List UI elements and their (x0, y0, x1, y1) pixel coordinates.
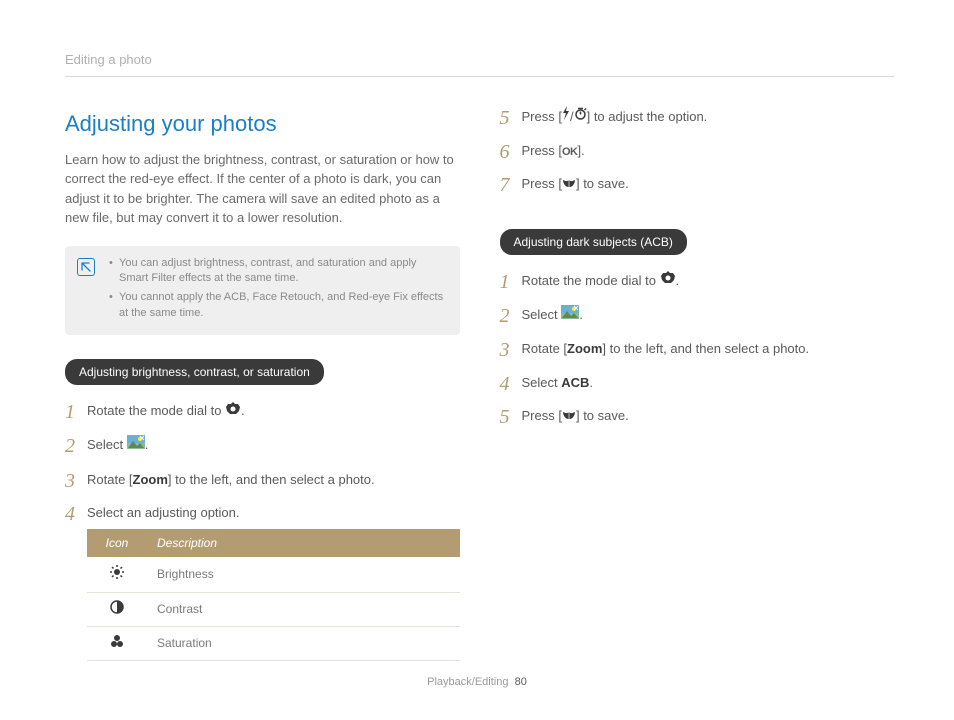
step-item: Select . (65, 435, 460, 455)
note-box: You can adjust brightness, contrast, and… (65, 246, 460, 336)
th-icon: Icon (87, 529, 147, 557)
step-text: Press [ (522, 143, 562, 158)
step-text: Rotate the mode dial to (87, 403, 225, 418)
page-number: 80 (515, 676, 527, 688)
step-text: ] to the left, and then select a photo. (168, 472, 375, 487)
divider (65, 76, 894, 77)
mode-dial-icon (225, 401, 241, 421)
note-item: You cannot apply the ACB, Face Retouch, … (109, 290, 448, 321)
table-row: Contrast (87, 592, 460, 626)
step-text: Select (87, 437, 127, 452)
step-text: Press [ (522, 176, 562, 191)
content-columns: Adjusting your photos Learn how to adjus… (65, 107, 894, 675)
breadcrumb: Editing a photo (65, 50, 894, 70)
contrast-icon (87, 592, 147, 626)
step-text: ] to save. (576, 408, 629, 423)
manual-page: Editing a photo Adjusting your photos Le… (0, 0, 954, 715)
step-text: ] to save. (576, 176, 629, 191)
step-text: Select (522, 307, 562, 322)
step-item: Rotate the mode dial to . (65, 401, 460, 421)
step-text: Select (522, 375, 562, 390)
step-item: Press [/] to adjust the option. (500, 107, 895, 127)
step-text: Rotate [ (87, 472, 133, 487)
step-item: Press [OK]. (500, 141, 895, 161)
step-text: Press [ (522, 109, 562, 124)
step-item: Rotate [Zoom] to the left, and then sele… (500, 339, 895, 359)
flash-icon (562, 106, 570, 126)
cell-desc: Brightness (147, 557, 460, 593)
section-pill: Adjusting dark subjects (ACB) (500, 229, 687, 255)
page-footer: Playback/Editing 80 (0, 674, 954, 691)
edit-photo-icon (561, 305, 579, 325)
step-text: Select an adjusting option. (87, 505, 240, 520)
cell-desc: Contrast (147, 592, 460, 626)
cell-desc: Saturation (147, 626, 460, 660)
step-text: . (676, 273, 680, 288)
edit-photo-icon (127, 435, 145, 455)
step-text: ]. (577, 143, 584, 158)
mode-dial-icon (660, 270, 676, 290)
timer-icon (574, 106, 587, 126)
right-column: Press [/] to adjust the option. Press [O… (500, 107, 895, 675)
step-text: Rotate [ (522, 341, 568, 356)
table-row: Brightness (87, 557, 460, 593)
macro-icon (562, 174, 576, 194)
options-table: Icon Description Brightness Cont (87, 529, 460, 661)
zoom-label: Zoom (567, 341, 602, 356)
step-item: Rotate [Zoom] to the left, and then sele… (65, 470, 460, 490)
step-text: Press [ (522, 408, 562, 423)
section-pill: Adjusting brightness, contrast, or satur… (65, 359, 324, 385)
zoom-label: Zoom (133, 472, 168, 487)
step-text: . (241, 403, 245, 418)
acb-label: ACB (561, 375, 589, 390)
left-column: Adjusting your photos Learn how to adjus… (65, 107, 460, 675)
step-text: . (145, 437, 149, 452)
steps-list-1: Rotate the mode dial to . Select . Rotat… (65, 401, 460, 661)
step-text: . (589, 375, 593, 390)
steps-list-2: Rotate the mode dial to . Select . Rotat… (500, 271, 895, 427)
step-item: Press [ ] to save. (500, 174, 895, 194)
macro-icon (562, 406, 576, 426)
step-text: ] to the left, and then select a photo. (602, 341, 809, 356)
step-item: Select ACB. (500, 373, 895, 393)
step-item: Rotate the mode dial to . (500, 271, 895, 291)
ok-label: OK (562, 146, 578, 158)
th-desc: Description (147, 529, 460, 557)
saturation-icon (87, 626, 147, 660)
step-item: Press [ ] to save. (500, 406, 895, 426)
step-item: Select . (500, 305, 895, 325)
note-icon (77, 258, 95, 276)
step-text: ] to adjust the option. (587, 109, 708, 124)
intro-text: Learn how to adjust the brightness, cont… (65, 150, 460, 228)
step-item: Select an adjusting option. Icon Descrip… (65, 503, 460, 661)
step-text: Rotate the mode dial to (522, 273, 660, 288)
steps-list-1-cont: Press [/] to adjust the option. Press [O… (500, 107, 895, 195)
page-heading: Adjusting your photos (65, 107, 460, 140)
note-item: You can adjust brightness, contrast, and… (109, 256, 448, 287)
footer-section: Playback/Editing (427, 676, 508, 688)
step-text: . (579, 307, 583, 322)
table-row: Saturation (87, 626, 460, 660)
brightness-icon (87, 557, 147, 593)
